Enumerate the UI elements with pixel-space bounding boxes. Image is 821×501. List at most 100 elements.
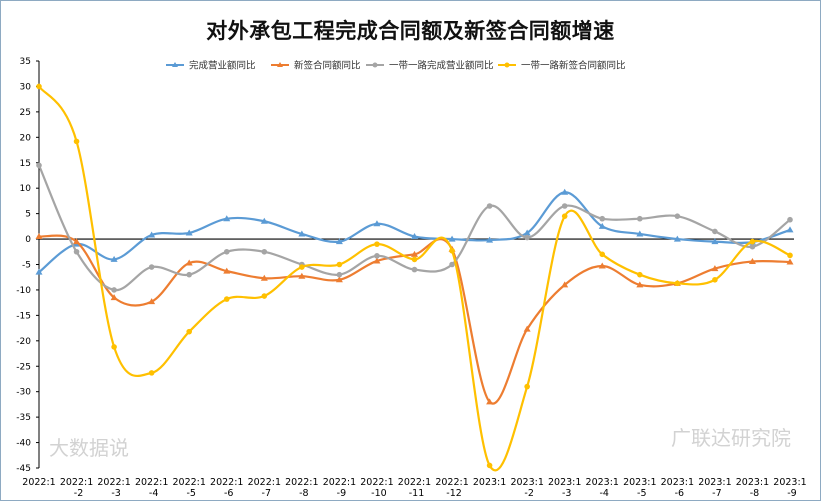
y-tick-label: -25	[16, 362, 31, 372]
data-point-3	[186, 328, 192, 335]
y-tick-label: -45	[16, 464, 31, 474]
data-point-3	[73, 138, 80, 145]
data-point-2	[111, 287, 117, 293]
data-point-2	[787, 216, 793, 223]
data-point-2	[524, 234, 530, 241]
data-point-1	[110, 294, 118, 301]
data-point-3	[336, 261, 343, 268]
x-tick-label-suffix: -12	[446, 488, 462, 499]
y-tick-label: -35	[16, 413, 31, 423]
data-point-1	[148, 298, 156, 305]
x-tick-label-suffix: -6	[224, 488, 233, 499]
y-tick-label: -30	[16, 388, 31, 398]
x-tick-label: 2023:1	[548, 477, 581, 488]
y-tick-label: 20	[20, 133, 32, 143]
series-line-1	[38, 234, 791, 405]
data-point-2	[712, 228, 718, 235]
data-point-1	[786, 258, 794, 265]
x-tick-label: 2023:1	[586, 477, 619, 488]
x-tick-label-suffix: -10	[371, 488, 387, 499]
data-point-0	[448, 235, 456, 242]
data-point-3	[449, 247, 455, 254]
x-tick-label-suffix: -7	[262, 488, 271, 499]
legend-label-0: 完成营业额同比	[189, 60, 256, 72]
data-point-0	[786, 226, 794, 233]
x-tick-label: 2023:1	[736, 477, 769, 488]
x-tick-label-suffix: -9	[337, 488, 346, 499]
x-tick-label: 2022:1	[435, 477, 468, 488]
data-point-1	[561, 281, 569, 288]
data-point-2	[73, 248, 80, 255]
x-tick-label: 2022:1	[360, 477, 393, 488]
x-tick-label: 2023:1	[473, 477, 506, 488]
x-tick-label-suffix: -8	[299, 488, 308, 499]
x-tick-label: 2022:1	[285, 477, 318, 488]
y-tick-label: 30	[20, 82, 32, 92]
data-point-3	[486, 462, 493, 469]
watermark-right: 广联达研究院	[671, 426, 791, 450]
legend-label-2: 一带一路完成营业额同比	[389, 60, 494, 72]
data-point-0	[598, 222, 606, 229]
x-tick-label-suffix: -2	[524, 488, 533, 499]
legend-marker-0	[172, 62, 178, 67]
legend-marker-1	[277, 62, 283, 67]
data-point-0	[523, 229, 531, 236]
x-tick-label-suffix: -8	[750, 488, 759, 499]
y-tick-label: 35	[20, 57, 31, 67]
data-point-2	[749, 243, 756, 250]
data-point-3	[599, 251, 606, 258]
data-point-2	[674, 213, 681, 219]
data-point-1	[748, 257, 756, 264]
x-tick-label-suffix: -3	[562, 488, 571, 499]
x-tick-label-suffix: -9	[787, 488, 796, 499]
data-point-0	[561, 188, 569, 195]
x-tick-label-suffix: -6	[675, 488, 684, 499]
legend-marker-3	[504, 62, 510, 68]
x-tick-label-suffix: -5	[637, 488, 646, 499]
data-point-0	[148, 231, 156, 238]
y-tick-label: -40	[16, 439, 31, 449]
x-tick-label: 2022:1	[97, 477, 130, 488]
data-point-0	[373, 220, 381, 227]
legend-marker-2	[372, 62, 378, 68]
data-point-3	[637, 271, 643, 278]
data-point-0	[486, 236, 494, 243]
data-point-1	[223, 267, 231, 274]
data-point-3	[712, 276, 718, 283]
data-point-2	[637, 215, 643, 222]
data-point-1	[73, 238, 81, 245]
x-tick-label: 2023:1	[773, 477, 806, 488]
x-tick-label-suffix: -4	[149, 488, 158, 499]
y-tick-label: 0	[25, 235, 31, 245]
legend-label-1: 新签合同额同比	[294, 60, 361, 72]
x-tick-label: 2023:1	[510, 477, 543, 488]
data-point-0	[636, 230, 644, 237]
data-point-2	[261, 248, 268, 255]
x-tick-label: 2022:1	[172, 477, 205, 488]
data-point-2	[411, 266, 418, 273]
data-point-0	[260, 217, 268, 224]
watermark-left: 大数据说	[49, 436, 129, 460]
y-tick-label: 10	[20, 184, 32, 194]
x-tick-label-suffix: -2	[74, 488, 83, 499]
data-point-0	[110, 255, 118, 262]
x-tick-label: 2022:1	[135, 477, 168, 488]
data-point-3	[111, 344, 117, 350]
x-tick-label: 2022:1	[210, 477, 243, 488]
x-tick-label-suffix: -11	[409, 488, 425, 499]
data-point-2	[223, 248, 230, 255]
data-point-1	[486, 398, 494, 405]
data-point-0	[223, 215, 231, 222]
y-tick-label: -10	[16, 286, 31, 296]
y-tick-label: -5	[22, 261, 31, 271]
data-point-0	[411, 233, 418, 240]
y-tick-label: 25	[20, 108, 31, 118]
data-point-3	[223, 296, 230, 302]
data-point-0	[711, 238, 719, 245]
data-point-2	[148, 264, 155, 270]
chart-title: 对外承包工程完成合同额及新签合同额增速	[206, 19, 615, 43]
data-point-2	[374, 253, 380, 259]
data-point-1	[711, 265, 719, 272]
data-point-3	[561, 213, 568, 219]
